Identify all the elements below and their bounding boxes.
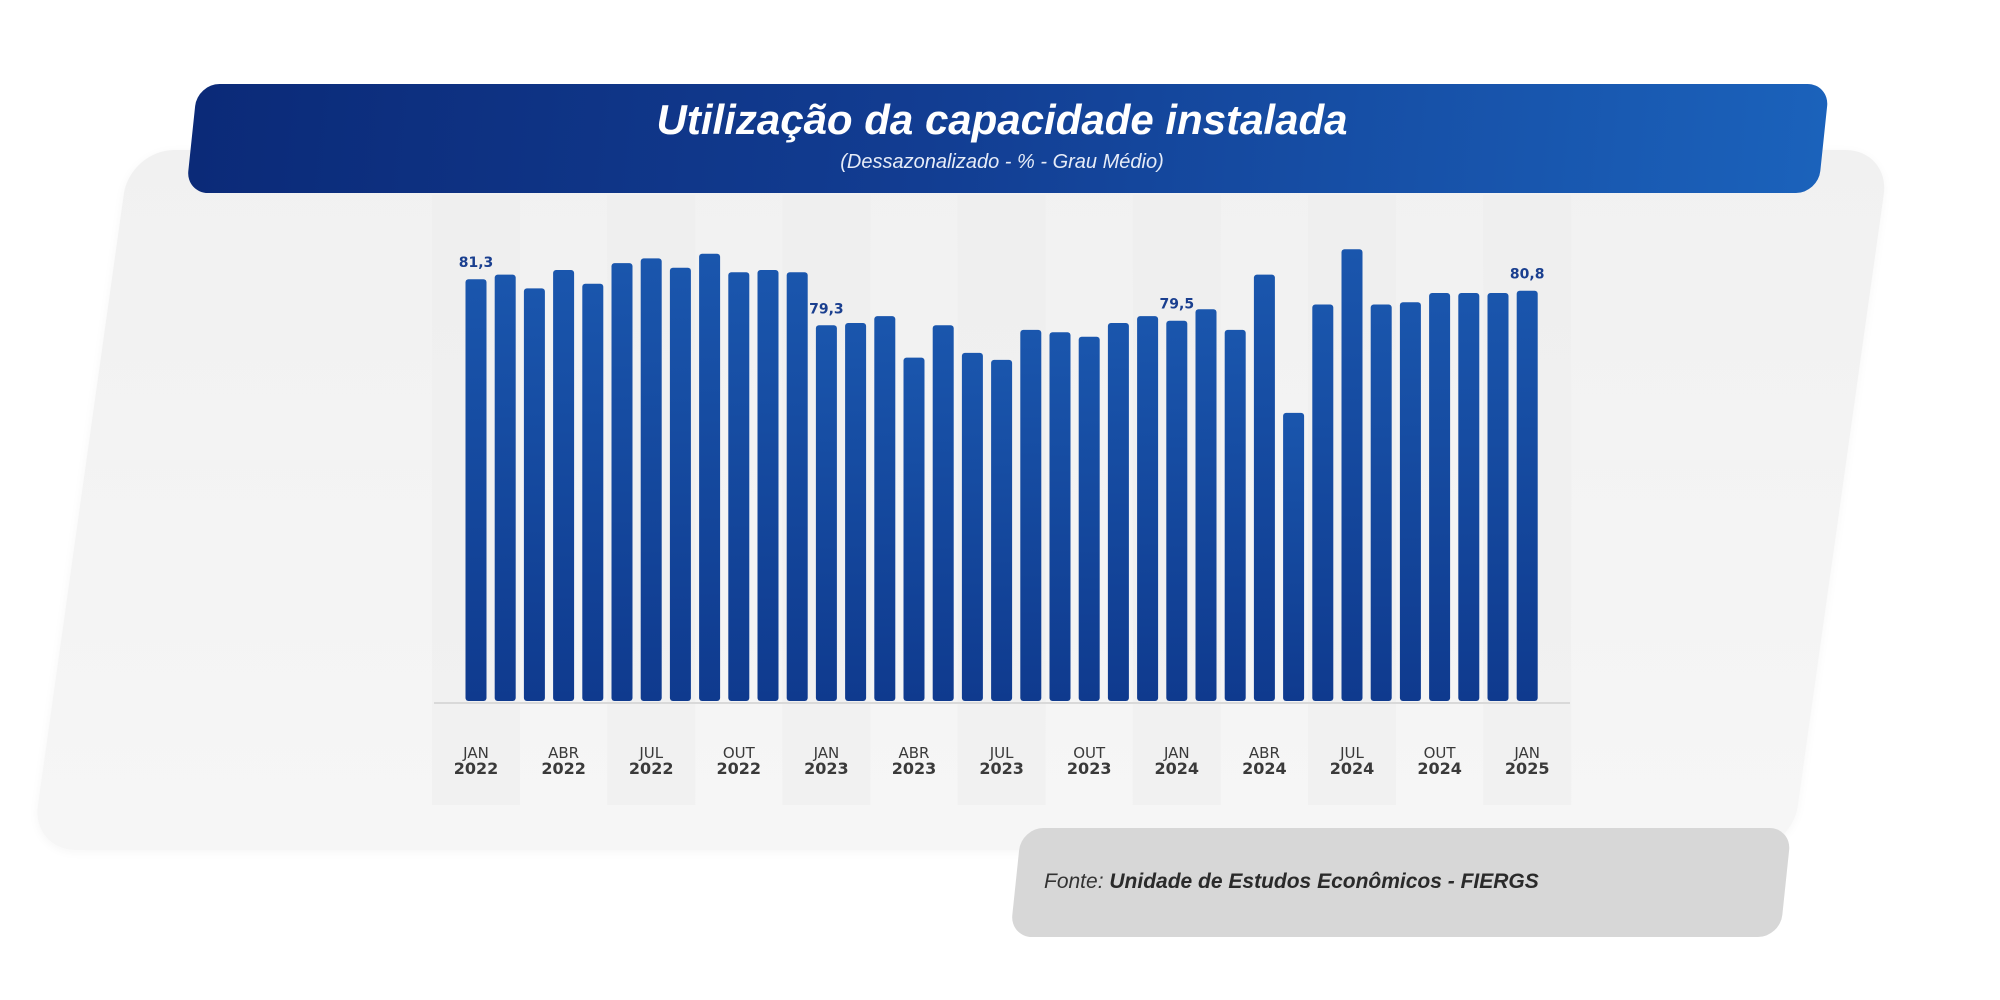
bar	[523, 288, 545, 701]
bar	[815, 325, 837, 701]
bar	[1312, 304, 1334, 701]
bar	[1137, 316, 1159, 701]
data-label: 81,3	[459, 255, 494, 271]
x-tick-year: 2023	[892, 759, 937, 778]
x-tick-month: JUL	[1339, 744, 1364, 762]
bar	[669, 267, 691, 701]
bar	[1399, 302, 1421, 701]
x-tick-year: 2022	[717, 759, 762, 778]
x-tick-year: 2024	[1242, 759, 1287, 778]
x-tick-month: OUT	[723, 744, 756, 762]
bar	[1487, 293, 1509, 701]
bar	[932, 325, 954, 701]
bar	[1107, 323, 1129, 701]
chart-subtitle: (Dessazonalizado - % - Grau Médio)	[840, 151, 1164, 173]
source-note: Fonte: Unidade de Estudos Econômicos - F…	[1044, 870, 1539, 894]
x-tick-month: JAN	[1163, 744, 1190, 762]
data-label: 79,3	[809, 301, 844, 317]
bar	[991, 359, 1013, 701]
bar	[1078, 336, 1100, 701]
bar	[845, 323, 867, 701]
x-tick-month: ABR	[548, 744, 579, 762]
bar	[494, 274, 516, 701]
bar	[1195, 309, 1217, 701]
x-tick-year: 2023	[1067, 759, 1112, 778]
bar	[728, 272, 750, 701]
bar	[640, 258, 662, 701]
chart-title: Utilização da capacidade instalada	[656, 96, 1348, 143]
bar	[1283, 412, 1305, 701]
x-tick-month: JUL	[989, 744, 1014, 762]
x-tick-month: JUL	[638, 744, 663, 762]
bar	[465, 279, 487, 701]
data-label: 80,8	[1510, 267, 1545, 283]
bar	[1341, 249, 1363, 701]
bar	[874, 316, 896, 701]
x-tick-month: OUT	[1424, 744, 1457, 762]
bar	[1429, 293, 1451, 701]
bar	[786, 272, 808, 701]
bar	[553, 270, 575, 701]
bar	[1253, 274, 1275, 701]
x-tick-year: 2025	[1505, 759, 1550, 778]
x-tick-year: 2022	[629, 759, 674, 778]
bar	[1020, 329, 1042, 701]
x-tick-month: JAN	[813, 744, 840, 762]
x-tick-month: JAN	[1513, 744, 1540, 762]
bar	[903, 357, 925, 701]
bar	[1458, 293, 1480, 701]
data-label: 79,5	[1160, 297, 1195, 313]
x-tick-month: ABR	[1249, 744, 1280, 762]
bar	[1166, 320, 1188, 701]
x-tick-month: ABR	[899, 744, 930, 762]
bar	[1224, 329, 1246, 701]
bar	[757, 270, 779, 701]
x-tick-year: 2022	[454, 759, 499, 778]
x-tick-year: 2022	[541, 759, 586, 778]
bar	[1516, 290, 1538, 701]
bar	[1370, 304, 1392, 701]
x-tick-year: 2023	[979, 759, 1024, 778]
bar	[699, 253, 721, 702]
x-tick-year: 2024	[1330, 759, 1375, 778]
source-name: Unidade de Estudos Econômicos - FIERGS	[1109, 870, 1539, 893]
bar	[1049, 332, 1071, 701]
source-prefix: Fonte:	[1044, 870, 1110, 893]
x-tick-month: JAN	[462, 744, 489, 762]
bar	[611, 263, 633, 701]
x-tick-month: OUT	[1073, 744, 1106, 762]
bar	[961, 352, 983, 701]
bar	[582, 283, 604, 701]
x-tick-year: 2023	[804, 759, 849, 778]
x-tick-year: 2024	[1155, 759, 1200, 778]
x-tick-year: 2024	[1417, 759, 1462, 778]
